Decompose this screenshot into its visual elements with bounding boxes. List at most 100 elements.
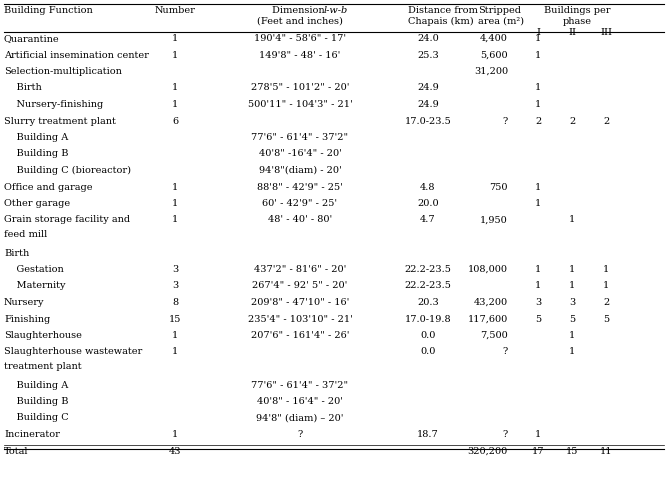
Text: Gestation: Gestation	[4, 265, 63, 274]
Text: 1: 1	[569, 331, 575, 340]
Text: (Feet and inches): (Feet and inches)	[257, 17, 343, 26]
Text: Building Function: Building Function	[4, 6, 93, 15]
Text: 209'8" - 47'10" - 16': 209'8" - 47'10" - 16'	[250, 298, 349, 307]
Text: Birth: Birth	[4, 84, 41, 92]
Text: Chapais (km): Chapais (km)	[408, 17, 474, 26]
Text: Number: Number	[154, 6, 196, 15]
Text: 437'2" - 81'6" - 20': 437'2" - 81'6" - 20'	[254, 265, 346, 274]
Text: Total: Total	[4, 446, 29, 456]
Text: 43: 43	[169, 446, 181, 456]
Text: ?: ?	[503, 430, 508, 439]
Text: 22.2-23.5: 22.2-23.5	[405, 282, 452, 290]
Text: Building A: Building A	[4, 380, 68, 390]
Text: 3: 3	[569, 298, 575, 307]
Text: 320,200: 320,200	[468, 446, 508, 456]
Text: Building C (bioreactor): Building C (bioreactor)	[4, 166, 131, 175]
Text: treatment plant: treatment plant	[4, 362, 81, 371]
Text: 1: 1	[172, 182, 178, 192]
Text: 1: 1	[172, 331, 178, 340]
Text: 267'4" - 92' 5" - 20': 267'4" - 92' 5" - 20'	[253, 282, 347, 290]
Text: Incinerator: Incinerator	[4, 430, 60, 439]
Text: 1: 1	[535, 430, 541, 439]
Text: 94'8"(diam) - 20': 94'8"(diam) - 20'	[259, 166, 341, 175]
Text: phase: phase	[562, 17, 591, 26]
Text: 60' - 42'9" - 25': 60' - 42'9" - 25'	[263, 199, 337, 208]
Text: 6: 6	[172, 116, 178, 126]
Text: ?: ?	[503, 116, 508, 126]
Text: 1,950: 1,950	[480, 216, 508, 224]
Text: 190'4" - 58'6" - 17': 190'4" - 58'6" - 17'	[254, 34, 346, 43]
Text: 1: 1	[535, 34, 541, 43]
Text: Slaughterhouse wastewater: Slaughterhouse wastewater	[4, 348, 142, 356]
Text: 17.0-23.5: 17.0-23.5	[405, 116, 452, 126]
Text: Slaughterhouse: Slaughterhouse	[4, 331, 82, 340]
Text: 1: 1	[172, 50, 178, 59]
Text: Grain storage facility and: Grain storage facility and	[4, 216, 130, 224]
Text: 5: 5	[603, 314, 609, 324]
Text: 2: 2	[569, 116, 575, 126]
Text: 1: 1	[569, 282, 575, 290]
Text: 40'8" -16'4" - 20': 40'8" -16'4" - 20'	[259, 150, 341, 158]
Text: 5: 5	[535, 314, 541, 324]
Text: 22.2-23.5: 22.2-23.5	[405, 265, 452, 274]
Text: 1: 1	[172, 216, 178, 224]
Text: 207'6" - 161'4" - 26': 207'6" - 161'4" - 26'	[250, 331, 349, 340]
Text: 3: 3	[172, 265, 178, 274]
Text: 77'6" - 61'4" - 37'2": 77'6" - 61'4" - 37'2"	[251, 133, 349, 142]
Text: 1: 1	[172, 100, 178, 109]
Text: 15: 15	[169, 314, 181, 324]
Text: 11: 11	[600, 446, 613, 456]
Text: 7,500: 7,500	[480, 331, 508, 340]
Text: 1: 1	[603, 265, 609, 274]
Text: Building A: Building A	[4, 133, 68, 142]
Text: 2: 2	[603, 116, 609, 126]
Text: 40'8" - 16'4" - 20': 40'8" - 16'4" - 20'	[257, 397, 343, 406]
Text: 18.7: 18.7	[417, 430, 439, 439]
Text: II: II	[568, 28, 576, 37]
Text: 149'8" - 48' - 16': 149'8" - 48' - 16'	[259, 50, 341, 59]
Text: 8: 8	[172, 298, 178, 307]
Text: area (m²): area (m²)	[478, 17, 524, 26]
Text: ?: ?	[503, 348, 508, 356]
Text: 235'4" - 103'10" - 21': 235'4" - 103'10" - 21'	[248, 314, 353, 324]
Text: 0.0: 0.0	[420, 348, 436, 356]
Text: Nursery: Nursery	[4, 298, 45, 307]
Text: 24.9: 24.9	[417, 84, 439, 92]
Text: Office and garage: Office and garage	[4, 182, 92, 192]
Text: 750: 750	[490, 182, 508, 192]
Text: 77'6" - 61'4" - 37'2": 77'6" - 61'4" - 37'2"	[251, 380, 349, 390]
Text: Other garage: Other garage	[4, 199, 70, 208]
Text: 24.0: 24.0	[417, 34, 439, 43]
Text: 1: 1	[535, 84, 541, 92]
Text: 1: 1	[172, 199, 178, 208]
Text: Buildings per: Buildings per	[544, 6, 611, 15]
Text: Maternity: Maternity	[4, 282, 65, 290]
Text: 1: 1	[569, 265, 575, 274]
Text: 1: 1	[535, 265, 541, 274]
Text: 1: 1	[535, 282, 541, 290]
Text: Slurry treatment plant: Slurry treatment plant	[4, 116, 116, 126]
Text: Nursery-finishing: Nursery-finishing	[4, 100, 104, 109]
Text: feed mill: feed mill	[4, 230, 47, 239]
Text: Dimension: Dimension	[272, 6, 328, 15]
Text: 1: 1	[569, 348, 575, 356]
Text: 15: 15	[566, 446, 578, 456]
Text: 94'8" (diam) – 20': 94'8" (diam) – 20'	[257, 414, 344, 422]
Text: Stripped: Stripped	[478, 6, 521, 15]
Text: Quarantine: Quarantine	[4, 34, 59, 43]
Text: 1: 1	[172, 34, 178, 43]
Text: 2: 2	[535, 116, 541, 126]
Text: Selection-multiplication: Selection-multiplication	[4, 67, 122, 76]
Text: III: III	[600, 28, 612, 37]
Text: 3: 3	[172, 282, 178, 290]
Text: 500'11" - 104'3" - 21': 500'11" - 104'3" - 21'	[248, 100, 353, 109]
Text: l-w-b: l-w-b	[324, 6, 348, 15]
Text: Building B: Building B	[4, 397, 69, 406]
Text: 17.0-19.8: 17.0-19.8	[405, 314, 452, 324]
Text: 4,400: 4,400	[480, 34, 508, 43]
Text: 117,600: 117,600	[468, 314, 508, 324]
Text: 2: 2	[603, 298, 609, 307]
Text: 1: 1	[535, 50, 541, 59]
Text: 1: 1	[535, 199, 541, 208]
Text: 1: 1	[535, 100, 541, 109]
